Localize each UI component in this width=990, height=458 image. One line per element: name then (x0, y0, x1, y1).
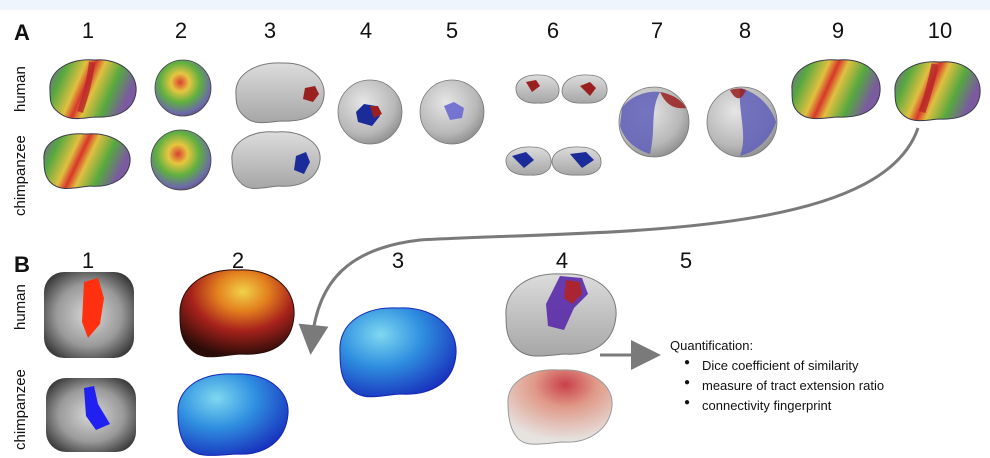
b4-chimp-brain (508, 370, 612, 444)
a1-chimp-brain (44, 134, 130, 189)
a6-human-left-hemi (516, 75, 559, 103)
a2-chimp-sphere (151, 130, 211, 190)
a9-human-brain (792, 60, 880, 119)
quantification-item-dice: Dice coefficient of similarity (684, 356, 884, 376)
b2-chimp-brain (178, 374, 288, 456)
quantification-list: Dice coefficient of similarity measure o… (670, 356, 884, 416)
quantification-title: Quantification: (670, 336, 884, 356)
quantification-item-extension-ratio: measure of tract extension ratio (684, 376, 884, 396)
quantification-item-fingerprint: connectivity fingerprint (684, 396, 884, 416)
quantification-block: Quantification: Dice coefficient of simi… (670, 336, 884, 416)
a10-human-brain (895, 62, 980, 121)
b3-brain (340, 308, 456, 397)
a2-human-sphere (155, 60, 211, 116)
b2-human-brain (180, 270, 294, 357)
